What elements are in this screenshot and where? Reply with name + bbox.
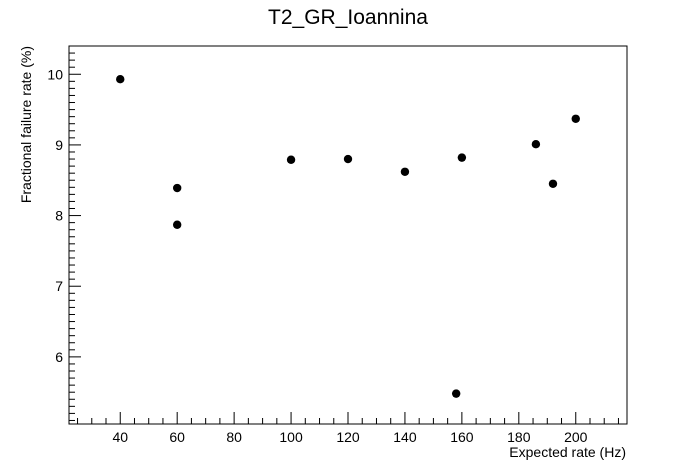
data-point bbox=[531, 140, 541, 149]
x-tick-label: 120 bbox=[336, 429, 360, 445]
x-tick-label: 160 bbox=[450, 429, 474, 445]
x-tick-label: 100 bbox=[279, 429, 303, 445]
y-tick-label: 10 bbox=[47, 66, 63, 82]
y-axis-title: Fractional failure rate (%) bbox=[18, 46, 34, 203]
x-axis-title: Expected rate (Hz) bbox=[509, 444, 626, 460]
data-point bbox=[451, 389, 461, 398]
y-tick-label: 6 bbox=[55, 349, 63, 365]
x-tick-label: 200 bbox=[564, 429, 588, 445]
x-tick-label: 80 bbox=[226, 429, 242, 445]
data-point bbox=[172, 183, 182, 193]
data-point bbox=[343, 154, 353, 164]
data-point bbox=[116, 75, 125, 84]
y-tick-label: 8 bbox=[55, 208, 63, 224]
data-points bbox=[116, 75, 580, 398]
chart-title: T2_GR_Ioannina bbox=[268, 6, 428, 29]
y-axis-ticks: 6 7 8 9 10 bbox=[47, 66, 81, 365]
x-axis-ticks: 40 60 80 100 120 140 160 180 200 bbox=[112, 412, 588, 445]
minor-ticks bbox=[69, 52, 619, 424]
data-point bbox=[457, 153, 467, 162]
data-point bbox=[286, 155, 296, 164]
plot-frame bbox=[68, 45, 628, 425]
data-point bbox=[400, 167, 410, 176]
data-point bbox=[548, 179, 558, 188]
x-tick-label: 40 bbox=[112, 429, 128, 445]
data-point bbox=[172, 220, 182, 229]
y-tick-label: 7 bbox=[55, 278, 63, 294]
x-tick-label: 180 bbox=[507, 429, 531, 445]
y-tick-label: 9 bbox=[55, 137, 63, 153]
x-tick-label: 140 bbox=[393, 429, 417, 445]
data-point bbox=[571, 114, 580, 123]
x-tick-label: 60 bbox=[169, 429, 185, 445]
